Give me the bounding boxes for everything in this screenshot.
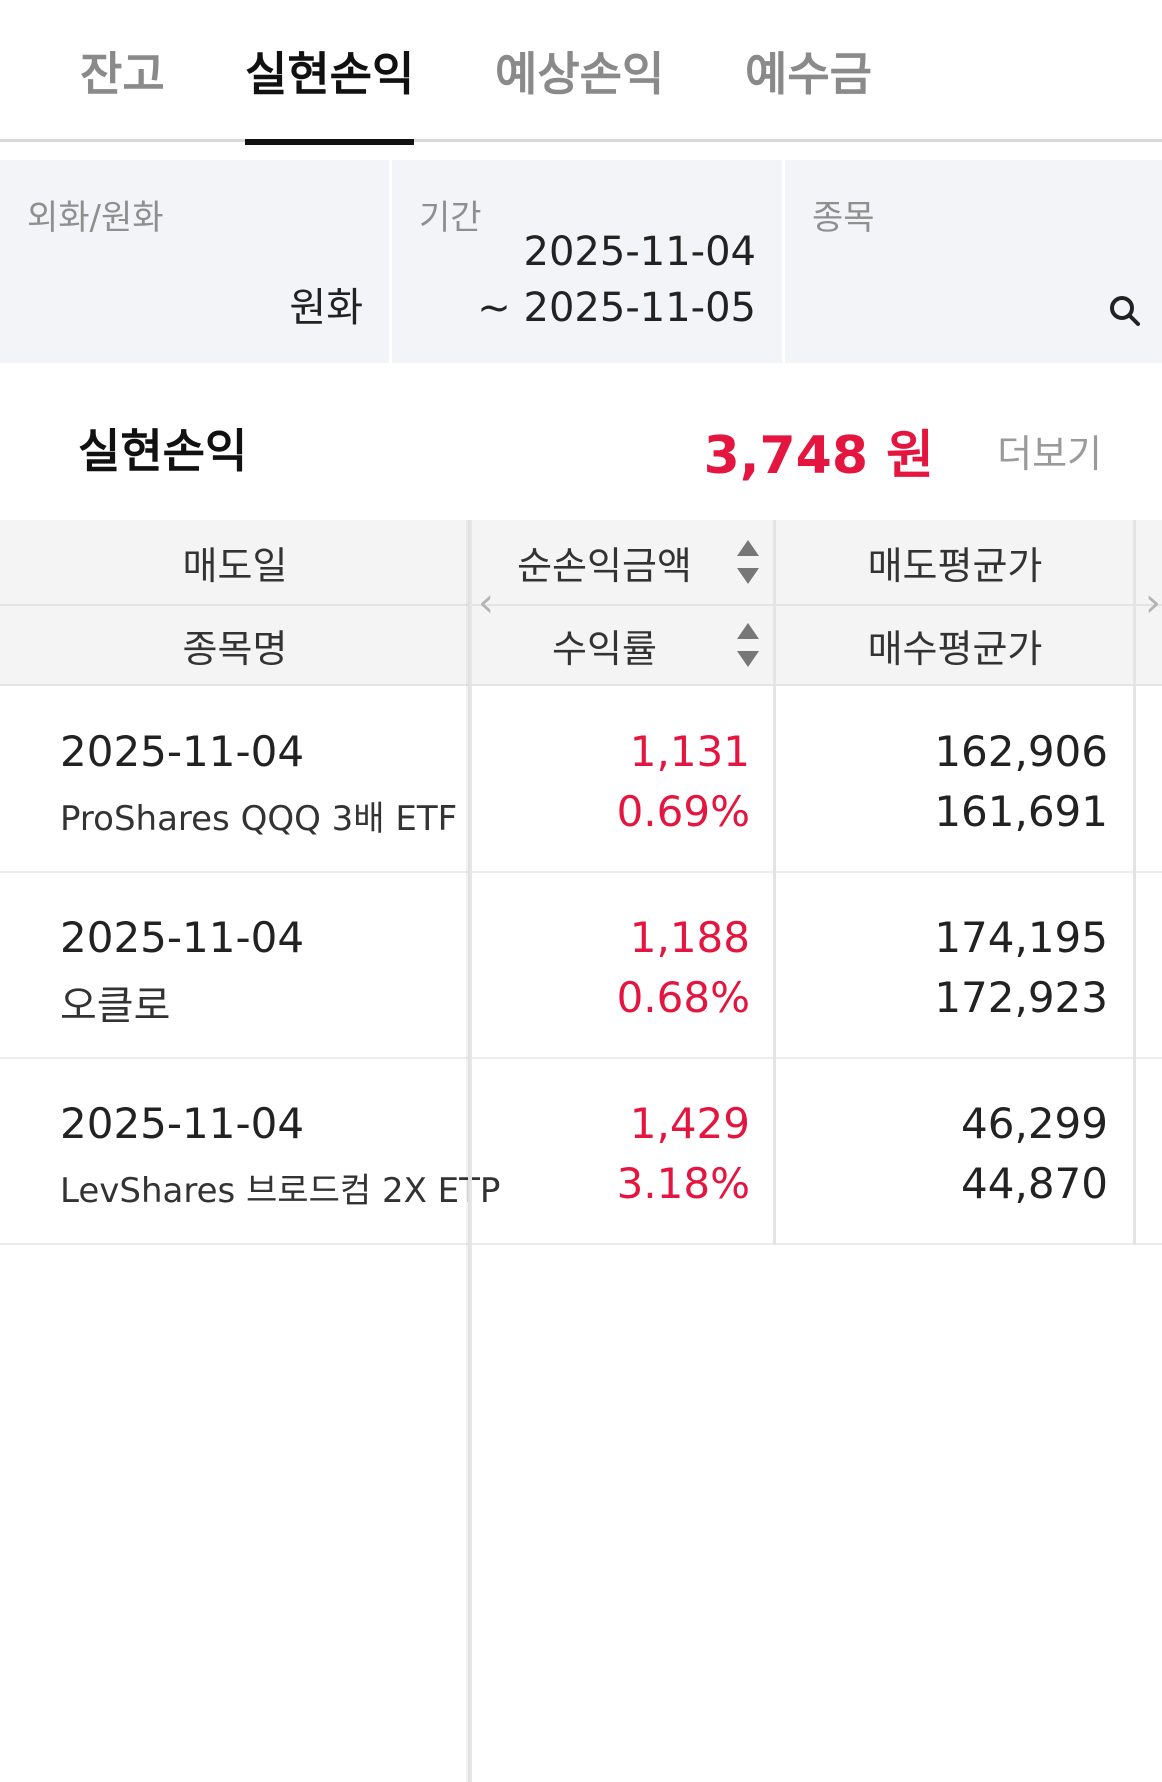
row-sell-avg: 46,299	[961, 1099, 1108, 1148]
period-filter[interactable]: 기간 2025-11-04 ~ 2025-11-05	[392, 160, 785, 363]
row-stock-name: 오클로	[60, 983, 171, 1029]
summary-title: 실현손익	[78, 424, 248, 478]
header-return-rate[interactable]: 수익률	[470, 606, 775, 684]
pnl-table[interactable]: 매도일 순손익금액 매도평균가 종목명 수익률 매수평균가 ‹ › 2025-1…	[0, 520, 1162, 1782]
sort-icon[interactable]	[737, 623, 759, 667]
header-return-rate-label: 수익률	[552, 626, 657, 671]
stock-filter[interactable]: 종목	[785, 160, 1162, 363]
row-net-pnl: 1,429	[629, 1099, 750, 1148]
header-net-pnl[interactable]: 순손익금액	[470, 520, 775, 604]
row-buy-avg: 44,870	[961, 1159, 1108, 1208]
tab-realized-pnl[interactable]: 실현손익	[245, 38, 415, 145]
row-sell-date: 2025-11-04	[60, 913, 305, 962]
currency-filter-value: 원화	[289, 285, 363, 331]
row-stock-name: ProShares QQQ 3배 ETF	[60, 799, 458, 839]
header-stock-name: 종목명	[182, 626, 288, 671]
row-return-rate: 0.69%	[616, 787, 750, 836]
row-sell-date: 2025-11-04	[60, 1099, 305, 1148]
row-net-pnl: 1,131	[629, 727, 750, 776]
currency-filter[interactable]: 외화/원화 원화	[0, 160, 392, 363]
scroll-left-icon[interactable]: ‹	[478, 580, 494, 626]
scroll-right-icon[interactable]: ›	[1145, 580, 1161, 626]
period-from: 2025-11-04	[523, 229, 756, 275]
column-divider	[773, 520, 776, 1245]
tab-deposit[interactable]: 예수금	[745, 47, 872, 101]
row-return-rate: 3.18%	[616, 1159, 750, 1208]
header-net-pnl-label: 순손익금액	[517, 543, 692, 588]
table-row[interactable]: 2025-11-04 오클로 1,188 0.68% 174,195 172,9…	[0, 873, 1162, 1059]
header-sell-date: 매도일	[182, 543, 288, 588]
sort-icon[interactable]	[737, 540, 759, 584]
filter-bar: 외화/원화 원화 기간 2025-11-04 ~ 2025-11-05 종목	[0, 160, 1162, 363]
search-icon[interactable]	[1108, 294, 1142, 328]
table-row[interactable]: 2025-11-04 ProShares QQQ 3배 ETF 1,131 0.…	[0, 687, 1162, 873]
row-sell-avg: 162,906	[934, 727, 1108, 776]
table-header-row-2: 종목명 수익률 매수평균가	[0, 606, 1162, 686]
currency-filter-label: 외화/원화	[27, 198, 164, 238]
stock-filter-label: 종목	[812, 198, 875, 238]
tab-expected-pnl[interactable]: 예상손익	[495, 47, 665, 101]
row-stock-name: LevShares 브로드컴 2X ETP	[60, 1171, 501, 1211]
realized-pnl-summary: 실현손익 3,748 원 더보기	[0, 363, 1162, 520]
row-buy-avg: 172,923	[934, 973, 1108, 1022]
row-net-pnl: 1,188	[629, 913, 750, 962]
more-link[interactable]: 더보기	[997, 432, 1102, 476]
frozen-column-shadow	[466, 520, 472, 1782]
period-to: ~ 2025-11-05	[477, 285, 756, 331]
row-sell-date: 2025-11-04	[60, 727, 305, 776]
row-return-rate: 0.68%	[616, 973, 750, 1022]
table-row[interactable]: 2025-11-04 LevShares 브로드컴 2X ETP 1,429 3…	[0, 1059, 1162, 1245]
column-divider	[1133, 520, 1136, 1245]
frozen-column-divider	[468, 520, 472, 1782]
header-buy-avg: 매수평균가	[867, 626, 1043, 671]
tab-balance[interactable]: 잔고	[80, 47, 165, 101]
header-sell-avg: 매도평균가	[867, 543, 1043, 588]
period-filter-label: 기간	[419, 198, 482, 238]
row-buy-avg: 161,691	[934, 787, 1108, 836]
row-sell-avg: 174,195	[934, 913, 1108, 962]
tab-bar: 잔고 실현손익 예상손익 예수금	[0, 0, 1162, 145]
table-header-row-1: 매도일 순손익금액 매도평균가	[0, 520, 1162, 606]
summary-amount: 3,748 원	[703, 426, 934, 486]
